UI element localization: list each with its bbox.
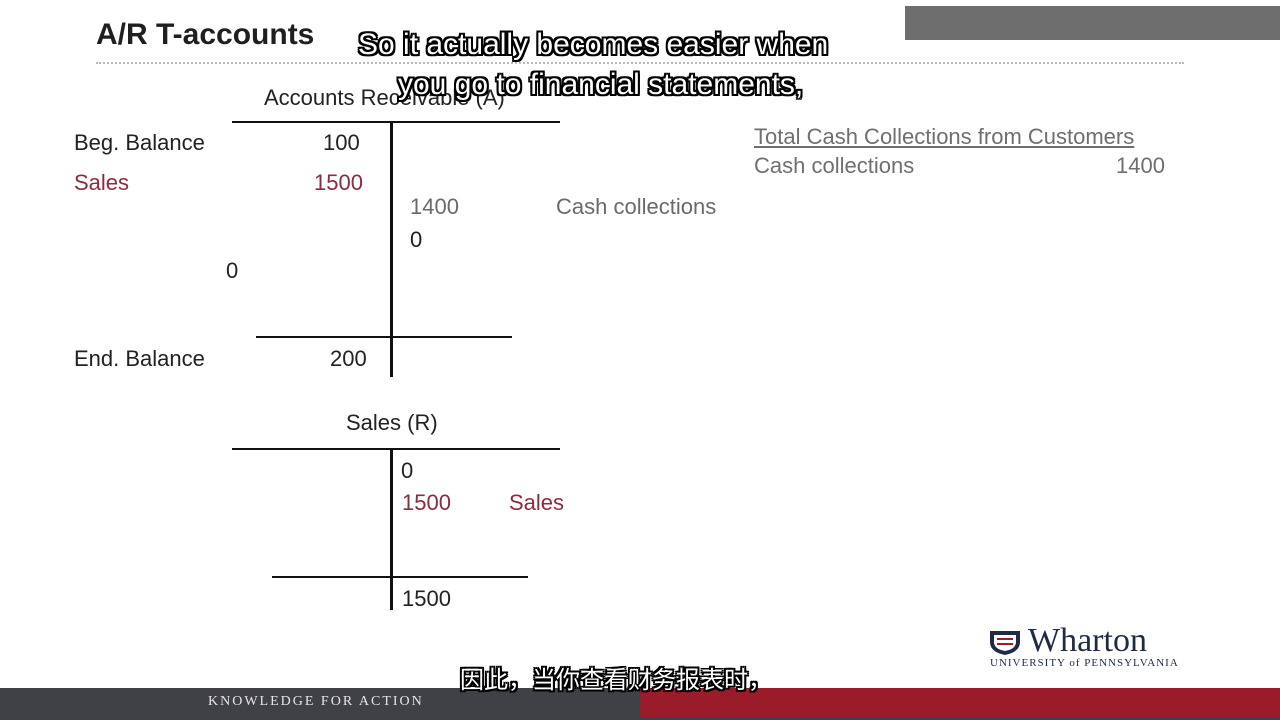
ar-sales-label: Sales: [74, 170, 130, 195]
ar-end-balance-value: 200: [330, 346, 367, 371]
ar-debit-zero: 0: [226, 258, 239, 283]
summary-value: 1400: [1116, 153, 1165, 178]
sales-t-horizontal: [232, 448, 560, 450]
ar-cash-collections-value: 1400: [410, 194, 459, 219]
sales-credit-value: 1500: [402, 490, 451, 515]
title-divider: [96, 62, 1184, 64]
slide-title: A/R T-accounts: [96, 18, 315, 51]
top-overlay-box: [905, 6, 1280, 40]
subtitle-english-line1: So it actually becomes easier when: [358, 28, 829, 61]
ar-cash-collections-label: Cash collections: [556, 194, 717, 219]
subtitle-chinese: 因此，当你查看财务报表时，: [460, 667, 772, 694]
ar-t-horizontal: [232, 121, 560, 123]
subtitle-english-line2: you go to financial statements,: [398, 68, 804, 101]
ar-beg-balance-value: 100: [323, 130, 360, 155]
sales-credit-label: Sales: [509, 490, 565, 515]
footer-tagline: KNOWLEDGE FOR ACTION: [208, 694, 424, 709]
wharton-logo-subtitle: UNIVERSITY of PENNSYLVANIA: [990, 657, 1179, 669]
sales-t-vertical: [390, 448, 393, 610]
sales-total-value: 1500: [402, 586, 451, 611]
ar-account-title: Accounts Receivable (A): [264, 85, 505, 110]
summary-label: Cash collections: [754, 153, 915, 178]
ar-closing-line: [256, 336, 512, 338]
wharton-logo-word: Wharton: [1028, 622, 1147, 659]
sales-closing-line: [272, 576, 528, 578]
ar-beg-balance-label: Beg. Balance: [74, 130, 205, 155]
summary-heading: Total Cash Collections from Customers: [754, 124, 1135, 149]
wharton-shield-icon: [988, 630, 1022, 656]
ar-t-vertical: [390, 121, 393, 377]
footer-accent-bar: [640, 688, 1280, 718]
ar-sales-value: 1500: [314, 170, 363, 195]
ar-credit-zero: 0: [410, 227, 423, 252]
sales-opening-value: 0: [401, 458, 414, 483]
sales-account-title: Sales (R): [346, 410, 438, 435]
ar-end-balance-label: End. Balance: [74, 346, 205, 371]
